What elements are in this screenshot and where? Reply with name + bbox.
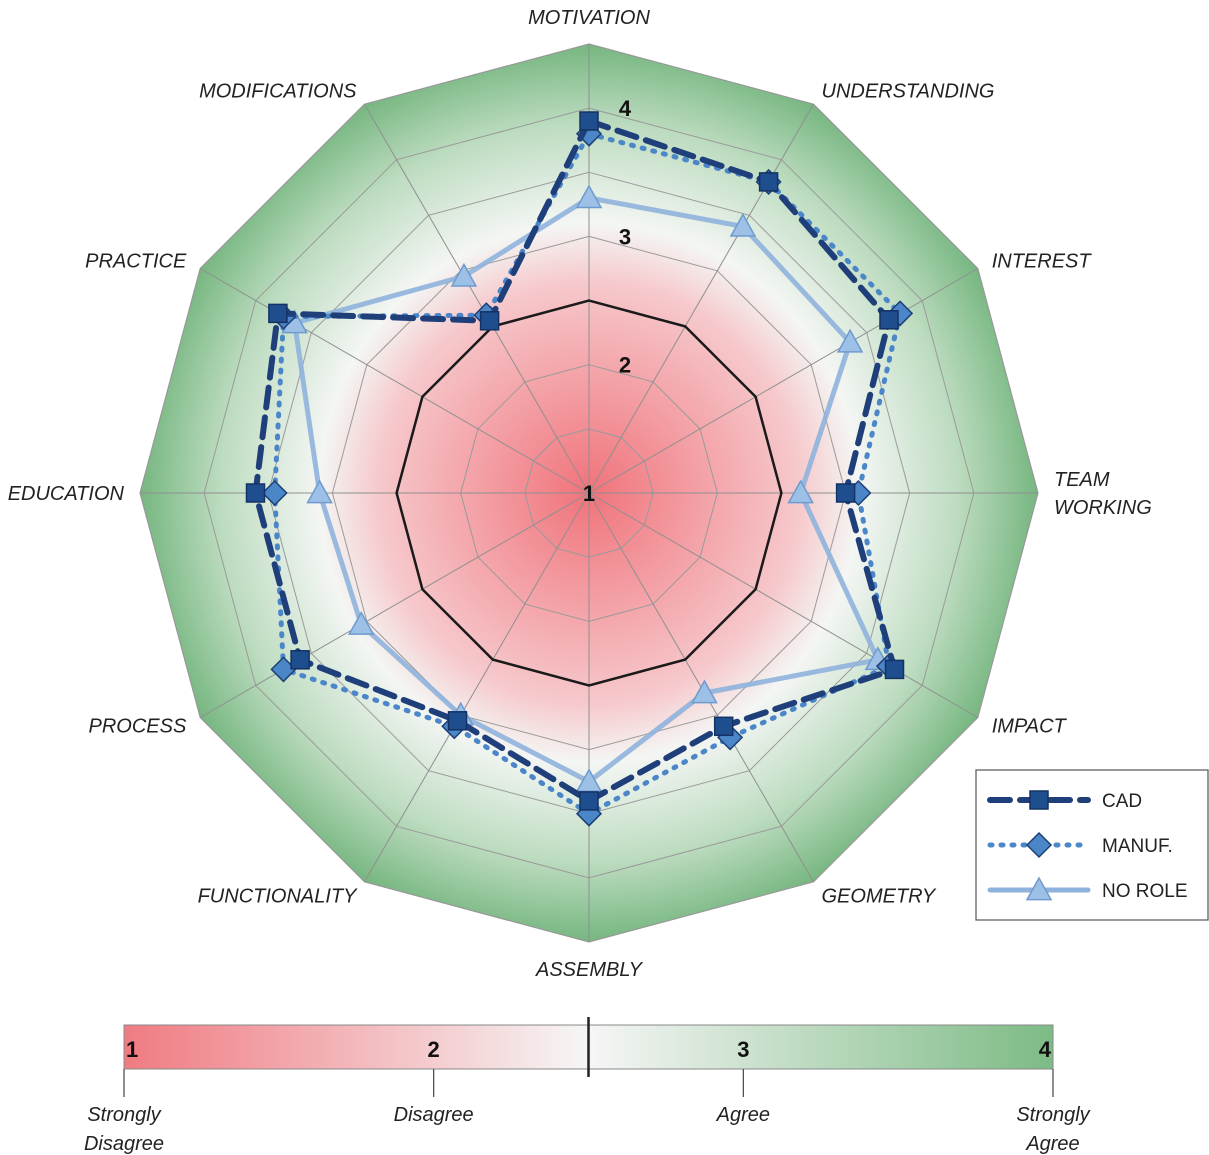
data-point-cad bbox=[290, 650, 310, 670]
ring-value-label: 4 bbox=[619, 96, 632, 121]
axis-label: INTEREST bbox=[992, 251, 1093, 273]
legend: CAD MANUF. NO ROLE bbox=[975, 769, 1209, 921]
data-point-cad bbox=[713, 716, 734, 737]
data-point-no-role bbox=[836, 328, 864, 353]
data-point-no-role bbox=[787, 479, 814, 504]
scale-tick-label: 2 bbox=[428, 1037, 440, 1062]
scale-tick-label: 4 bbox=[1039, 1037, 1052, 1062]
scale-category-label: Agree bbox=[716, 1104, 770, 1126]
agreement-scale-bar: 1 Strongly Disagree 2 Disagree 3 Agree 4 Strongl… bbox=[84, 1017, 1091, 1155]
data-point-no-role bbox=[575, 184, 603, 209]
data-point-no-role bbox=[691, 679, 718, 704]
legend-item-no-role: NO ROLE bbox=[987, 876, 1188, 902]
data-point-no-role bbox=[450, 262, 478, 287]
radar-series bbox=[245, 111, 914, 827]
data-point-cad bbox=[758, 172, 779, 192]
axis-label: IMPACT bbox=[992, 716, 1068, 738]
series-cad bbox=[245, 111, 905, 811]
axis-spoke bbox=[588, 268, 979, 494]
axis-label: PRACTICE bbox=[85, 251, 187, 273]
data-point-cad bbox=[245, 483, 266, 503]
data-point-manuf bbox=[261, 479, 288, 507]
axis-label: MODIFICATIONS bbox=[199, 80, 357, 102]
legend-label: CAD bbox=[1102, 791, 1142, 812]
data-point-no-role bbox=[347, 610, 375, 635]
axis-spoke bbox=[199, 492, 590, 718]
neutral-ring bbox=[395, 299, 783, 687]
legend-label: MANUF. bbox=[1102, 836, 1173, 857]
data-point-cad bbox=[879, 310, 899, 330]
scale-tick-label: 3 bbox=[737, 1037, 749, 1062]
radar-grid: 1 2 3 4 bbox=[139, 43, 1039, 943]
data-point-cad bbox=[579, 111, 599, 131]
axis-label: PROCESS bbox=[88, 716, 186, 738]
axis-label: MOTIVATION bbox=[528, 7, 650, 29]
data-point-no-role bbox=[306, 479, 333, 504]
scale-category-label: Strongly Disagree bbox=[84, 1104, 164, 1155]
scale-category-label: Disagree bbox=[394, 1104, 474, 1126]
legend-marker bbox=[1029, 790, 1049, 810]
data-point-cad bbox=[447, 711, 468, 731]
legend-label: NO ROLE bbox=[1102, 881, 1188, 902]
radar-labels: MOTIVATION UNDERSTANDING INTEREST TEAM WORKI… bbox=[8, 7, 1152, 981]
ring-value-label: 3 bbox=[619, 224, 631, 249]
axis-label: EDUCATION bbox=[8, 483, 125, 505]
axis-spoke bbox=[364, 492, 590, 883]
axis-label: FUNCTIONALITY bbox=[198, 886, 359, 908]
axis-label: ASSEMBLY bbox=[535, 959, 644, 981]
legend-marker bbox=[1025, 876, 1053, 901]
data-point-cad bbox=[835, 483, 856, 503]
legend-marker bbox=[1025, 831, 1053, 859]
scale-category-label: Strongly Agree bbox=[1016, 1104, 1090, 1155]
legend-item-manuf: MANUF. bbox=[987, 831, 1173, 859]
axis-label: GEOMETRY bbox=[822, 886, 937, 908]
axis-label: UNDERSTANDING bbox=[822, 80, 995, 102]
data-point-no-role bbox=[729, 212, 757, 237]
data-point-cad bbox=[579, 791, 599, 811]
data-point-cad bbox=[479, 311, 500, 331]
axis-spoke bbox=[364, 103, 590, 494]
axis-spoke bbox=[588, 492, 979, 718]
data-point-cad bbox=[268, 303, 288, 324]
ring-value-label: 2 bbox=[619, 353, 631, 378]
scale-tick-label: 1 bbox=[126, 1037, 138, 1062]
axis-spoke bbox=[588, 103, 814, 494]
axis-label: TEAM WORKING bbox=[1054, 469, 1152, 519]
data-point-cad bbox=[884, 659, 905, 680]
axis-spoke bbox=[199, 268, 590, 494]
ring-value-label: 1 bbox=[583, 481, 595, 506]
legend-item-cad: CAD bbox=[987, 790, 1142, 812]
